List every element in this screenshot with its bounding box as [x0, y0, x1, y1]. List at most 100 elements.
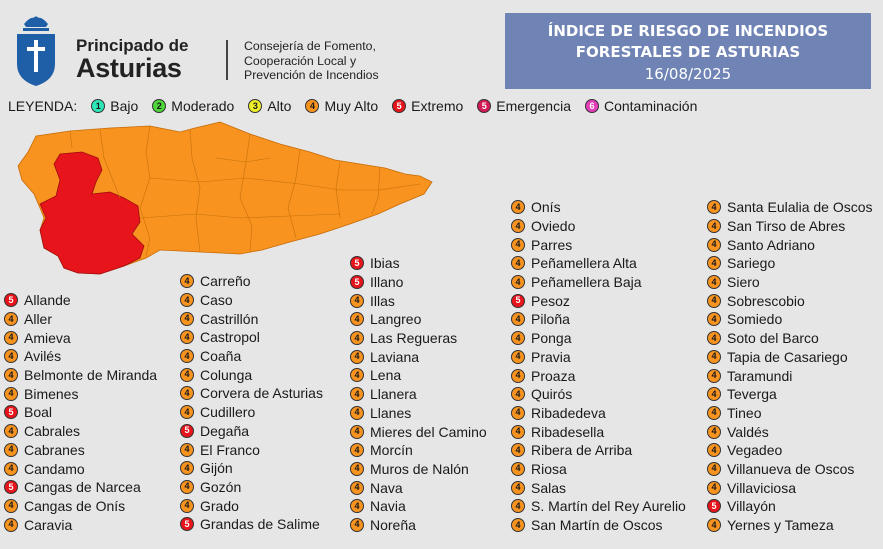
risk-level-badge: 4: [350, 405, 364, 420]
municipality-name: Ribera de Arriba: [531, 442, 633, 459]
risk-level-badge: 4: [707, 424, 721, 439]
legend-label: Muy Alto: [324, 98, 379, 114]
legend-label: Emergencia: [496, 98, 571, 114]
legend-item: 6 Contaminación: [584, 98, 698, 114]
risk-level-badge: 4: [4, 517, 18, 532]
risk-level-badge: 5: [477, 99, 492, 113]
municipality-name: Cangas de Onís: [24, 497, 126, 514]
municipality-row: 5 Degaña: [180, 422, 323, 441]
risk-level-badge: 4: [180, 311, 194, 326]
municipality-name: Villaviciosa: [727, 479, 796, 496]
municipality-row: 4 S. Martín del Rey Aurelio: [511, 497, 686, 516]
municipality-name: Ibias: [370, 255, 400, 272]
risk-level-badge: 4: [180, 367, 194, 382]
municipality-name: San Martín de Oscos: [531, 517, 663, 534]
risk-level-badge: 2: [152, 99, 167, 113]
risk-level-badge: 4: [511, 443, 525, 458]
municipality-name: Amieva: [24, 329, 71, 346]
municipality-row: 5 Boal: [4, 403, 157, 422]
municipality-row: 4 Castrillón: [180, 309, 323, 328]
municipality-row: 5 Ibias: [350, 254, 487, 273]
municipality-row: 4 Castropol: [180, 328, 323, 347]
risk-level-badge: 4: [305, 99, 320, 113]
municipality-name: Taramundi: [727, 367, 793, 384]
risk-level-badge: 5: [4, 480, 18, 495]
municipality-name: Onís: [531, 199, 561, 216]
municipality-name: Siero: [727, 274, 760, 291]
municipality-name: Salas: [531, 479, 567, 496]
municipality-name: Piloña: [531, 311, 570, 328]
municipality-name: Langreo: [370, 311, 422, 328]
consejeria-name: Consejería de Fomento, Cooperación Local…: [244, 39, 379, 83]
municipality-name: Parres: [531, 236, 573, 253]
risk-level-badge: 4: [707, 480, 721, 495]
municipality-row: 4 Cudillero: [180, 403, 323, 422]
brand-divider: [226, 40, 228, 80]
risk-level-badge: 4: [707, 518, 721, 533]
risk-level-badge: 4: [511, 480, 525, 495]
risk-level-badge: 4: [4, 461, 18, 476]
risk-level-badge: 4: [180, 498, 194, 513]
risk-level-badge: 4: [511, 331, 525, 346]
municipality-row: 4 Navia: [350, 497, 487, 516]
municipality-name: Illano: [370, 274, 404, 291]
municipality-row: 5 Grandas de Salime: [180, 515, 323, 534]
municipality-name: Cangas de Narcea: [24, 479, 141, 496]
municipality-name: Peñamellera Baja: [531, 274, 642, 291]
risk-level-badge: 4: [511, 200, 525, 215]
municipality-row: 4 Cabrales: [4, 422, 157, 441]
municipality-row: 4 Illas: [350, 291, 487, 310]
municipality-row: 4 Lena: [350, 366, 487, 385]
municipality-row: 4 Peñamellera Alta: [511, 254, 686, 273]
municipality-name: Quirós: [531, 386, 573, 403]
risk-level-badge: 4: [4, 330, 18, 345]
risk-level-badge: 5: [180, 423, 194, 438]
municipality-name: San Tirso de Abres: [727, 218, 846, 235]
municipality-name: Llanes: [370, 404, 412, 421]
municipality-row: 4 Salas: [511, 478, 686, 497]
municipality-name: Ponga: [531, 330, 572, 347]
municipality-row: 4 Vegadeo: [707, 441, 873, 460]
legend-label: Contaminación: [603, 98, 698, 114]
municipality-row: 4 Proaza: [511, 366, 686, 385]
risk-level-badge: 4: [707, 461, 721, 476]
asturias-shield-icon: [17, 16, 55, 86]
municipality-name: Proaza: [531, 367, 576, 384]
municipality-name: Yernes y Tameza: [727, 517, 834, 534]
municipality-name: Carreño: [200, 273, 251, 290]
municipality-name: Coaña: [200, 348, 242, 365]
legend-item: 2 Moderado: [152, 98, 234, 114]
title-box: ÍNDICE DE RIESGO DE INCENDIOS FORESTALES…: [505, 13, 871, 89]
risk-level-badge: 4: [180, 442, 194, 457]
municipality-name: Villanueva de Oscos: [727, 460, 855, 477]
municipality-row: 4 Yernes y Tameza: [707, 516, 873, 535]
municipality-row: 5 Cangas de Narcea: [4, 478, 157, 497]
risk-level-badge: 4: [180, 293, 194, 308]
municipality-row: 4 Coaña: [180, 347, 323, 366]
risk-level-badge: 4: [511, 237, 525, 252]
municipality-column: 5 Allande 4 Aller 4 Amieva 4 Avilés 4 Belmonte de…: [4, 291, 157, 534]
municipality-name: Santa Eulalia de Oscos: [727, 199, 873, 216]
municipality-column: 5 Ibias 5 Illano 4 Illas 4 Langreo 4 Las Regueras…: [350, 254, 487, 534]
municipality-row: 4 Oviedo: [511, 217, 686, 236]
municipality-name: Grandas de Salime: [200, 516, 320, 533]
municipality-column: 4 Santa Eulalia de Oscos 4 San Tirso de Abr…: [707, 198, 873, 534]
municipality-name: Grado: [200, 497, 239, 514]
municipality-name: S. Martín del Rey Aurelio: [531, 498, 686, 515]
brand-line-1: Principado de: [76, 36, 189, 55]
municipality-row: 4 Ribadedeva: [511, 404, 686, 423]
municipality-column: 4 Carreño 4 Caso 4 Castrillón 4 Castropol 4 Coaña…: [180, 272, 323, 534]
municipality-row: 4 Valdés: [707, 422, 873, 441]
municipality-row: 4 Ponga: [511, 329, 686, 348]
municipality-name: Aller: [24, 311, 53, 328]
municipality-name: Laviana: [370, 348, 420, 365]
risk-level-badge: 4: [350, 312, 364, 327]
legend-label: Extremo: [411, 98, 464, 114]
brand-line-2: Asturias: [76, 53, 182, 83]
municipality-row: 4 Quirós: [511, 385, 686, 404]
municipality-row: 4 Belmonte de Miranda: [4, 366, 157, 385]
risk-level-badge: 4: [707, 405, 721, 420]
municipality-row: 4 Siero: [707, 273, 873, 292]
risk-level-badge: 3: [248, 99, 263, 113]
municipality-row: 4 Gijón: [180, 459, 323, 478]
